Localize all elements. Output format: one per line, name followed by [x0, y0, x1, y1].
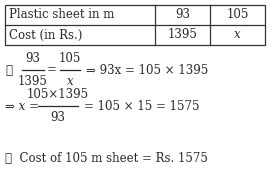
Text: 1395: 1395	[18, 75, 48, 88]
Text: 105: 105	[59, 52, 81, 65]
Text: =: =	[47, 64, 57, 77]
Text: x: x	[67, 75, 73, 88]
Text: x: x	[234, 28, 241, 41]
Text: 93: 93	[50, 111, 66, 124]
Text: 93: 93	[175, 9, 190, 22]
Text: ∴  Cost of 105 m sheet = Rs. 1575: ∴ Cost of 105 m sheet = Rs. 1575	[5, 151, 208, 164]
Text: ⇒ 93x = 105 × 1395: ⇒ 93x = 105 × 1395	[86, 64, 208, 77]
Text: 1395: 1395	[167, 28, 198, 41]
Text: 93: 93	[25, 52, 40, 65]
Text: = 105 × 15 = 1575: = 105 × 15 = 1575	[84, 100, 199, 112]
Text: 105×1395: 105×1395	[27, 88, 89, 101]
Bar	[5, 5, 265, 45]
Text: 105: 105	[226, 9, 249, 22]
Text: Plastic sheet in m: Plastic sheet in m	[9, 9, 114, 22]
Text: Cost (in Rs.): Cost (in Rs.)	[9, 28, 82, 41]
Text: ⇒ x =: ⇒ x =	[5, 100, 39, 112]
Text: ∴: ∴	[5, 64, 12, 77]
